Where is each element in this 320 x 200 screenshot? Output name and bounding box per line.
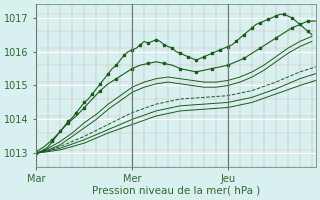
X-axis label: Pression niveau de la mer( hPa ): Pression niveau de la mer( hPa ) <box>92 186 260 196</box>
